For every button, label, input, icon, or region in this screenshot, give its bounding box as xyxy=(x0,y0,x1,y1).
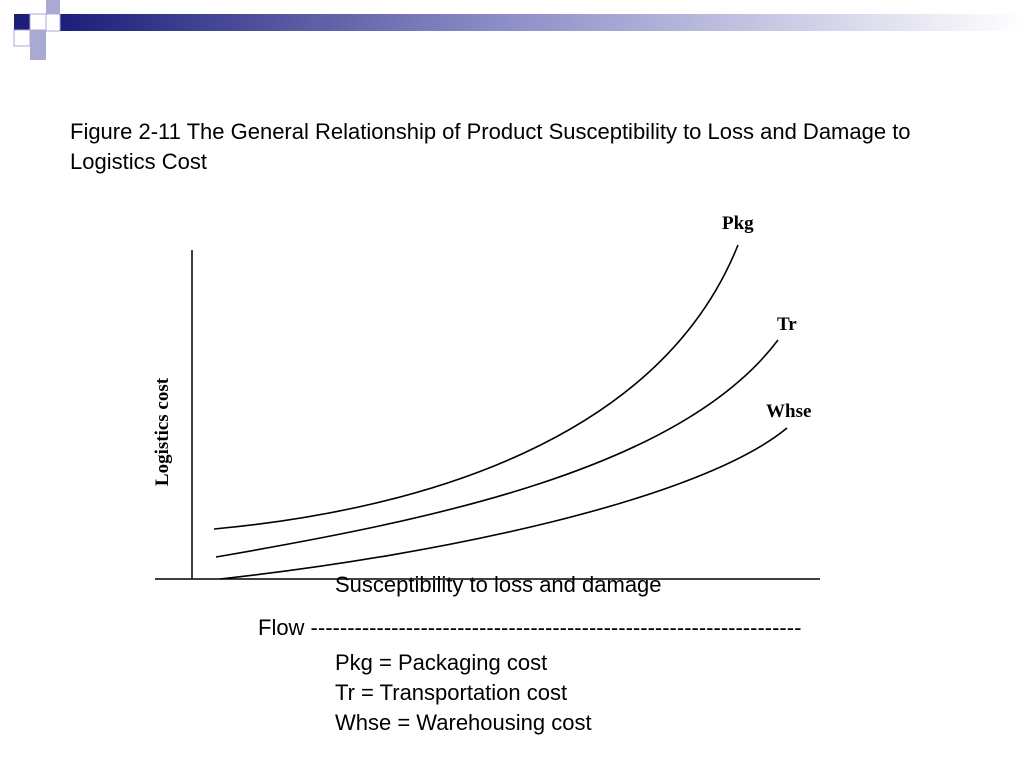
decorative-header-band xyxy=(0,0,1024,64)
series-label-whse: Whse xyxy=(766,401,811,422)
flow-arrow-text: Flow -----------------------------------… xyxy=(258,615,802,640)
legend-item-whse: Whse = Warehousing cost xyxy=(335,710,592,735)
deco-square xyxy=(30,46,46,60)
series-line-pkg xyxy=(213,244,739,530)
header-gradient-bar xyxy=(60,14,1024,31)
series-label-pkg: Pkg xyxy=(722,213,754,234)
series-line-whse xyxy=(219,427,788,580)
legend: Pkg = Packaging cost Tr = Transportation… xyxy=(335,648,592,738)
legend-item-pkg: Pkg = Packaging cost xyxy=(335,650,548,675)
series-line-tr xyxy=(215,339,779,558)
x-axis-label: Susceptibility to loss and damage xyxy=(335,572,662,597)
series-label-tr: Tr xyxy=(777,314,797,335)
deco-square xyxy=(45,13,61,32)
y-axis-label: Logistics cost xyxy=(152,377,173,486)
deco-square xyxy=(30,30,46,46)
slide-title: Figure 2-11 The General Relationship of … xyxy=(70,119,911,174)
header-gradient-graphic xyxy=(13,0,1024,60)
deco-square xyxy=(46,0,60,14)
deco-square xyxy=(14,14,30,30)
legend-item-tr: Tr = Transportation cost xyxy=(335,680,568,705)
